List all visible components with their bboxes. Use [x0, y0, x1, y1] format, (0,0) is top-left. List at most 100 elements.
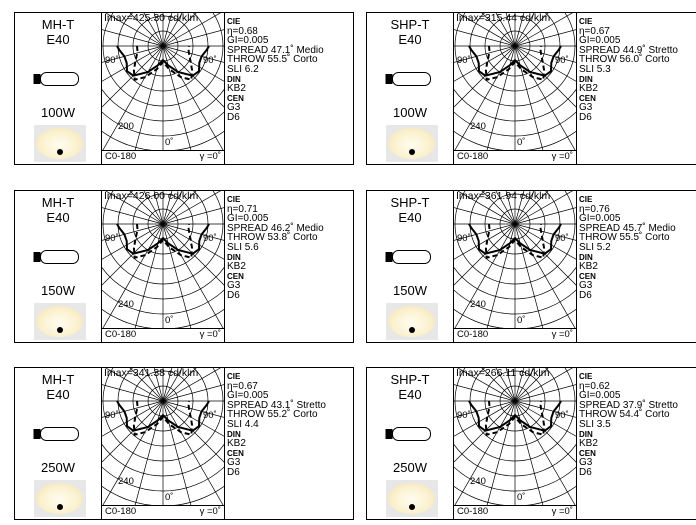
intensity-curve-c0 [468, 45, 562, 77]
photometric-info: CIE η=0.62 GI=0.005 SPREAD 37.9˚ Stretto… [579, 372, 678, 478]
lamp-card: SHP-T E40 100W Imax=315.44 cd/klm 90˚ 90… [366, 12, 696, 165]
c-plane-label: C0-180 [105, 506, 137, 517]
lamp-panel: SHP-T E40 150W [367, 191, 453, 342]
lamp-panel: SHP-T E40 100W [367, 13, 453, 164]
polar-spoke [457, 191, 516, 225]
polar-spoke [454, 45, 516, 63]
polar-spoke [514, 207, 576, 225]
polar-spoke [514, 223, 576, 241]
spread: SPREAD 44.9˚ Stretto [579, 44, 678, 56]
polar-diagram: Imax=341.38 cd/klm 90˚ 90˚ 0˚ 240 C0-180… [101, 367, 225, 519]
glare-index: GI=0.005 [579, 390, 621, 402]
polar-spoke [162, 223, 224, 260]
polar-spoke [102, 223, 164, 241]
photometric-info: CIE η=0.67 GI=0.005 SPREAD 44.9˚ Stretto… [579, 17, 678, 123]
polar-spoke [162, 191, 197, 225]
photometric-info: CIE η=0.68 GI=0.005 SPREAD 47.1˚ Medio T… [227, 17, 324, 123]
gamma-label: γ =0˚ [199, 506, 221, 517]
polar-spoke [162, 45, 224, 153]
angle-label-right: 90˚ [203, 410, 217, 421]
g-class: G3 [579, 102, 593, 114]
efficiency: η=0.67 [227, 380, 258, 392]
throw: THROW 55.5˚ Corto [227, 54, 318, 66]
polar-footer: C0-180 γ =0˚ [454, 328, 576, 342]
tubular-lamp-icon [385, 250, 431, 264]
lamp-panel: MH-T E40 100W [15, 13, 101, 164]
kb-class: KB2 [227, 83, 246, 95]
ring-scale-label: 240 [118, 299, 134, 310]
lamp-card: MH-T E40 100W Imax=425.30 cd/klm 90˚ 90˚… [14, 12, 354, 165]
lamp-card: MH-T E40 250W Imax=341.38 cd/klm 90˚ 90˚… [14, 367, 354, 520]
angle-label-bottom: 0˚ [165, 315, 174, 326]
polar-grid [102, 368, 224, 519]
din-heading: DIN [227, 429, 241, 439]
lamp-card: MH-T E40 150W Imax=426.00 cd/klm 90˚ 90˚… [14, 190, 354, 343]
polar-spoke [454, 45, 516, 153]
spread: SPREAD 47.1˚ Medio [227, 44, 324, 56]
throw: THROW 56.0˚ Corto [579, 54, 670, 66]
polar-spoke [505, 191, 516, 225]
d-class: D6 [227, 466, 240, 478]
g-class: G3 [227, 102, 241, 114]
cen-heading: CEN [227, 448, 244, 458]
kb-class: KB2 [227, 261, 246, 273]
g-class: G3 [227, 457, 241, 469]
polar-spoke [454, 45, 516, 82]
throw: THROW 55.2˚ Corto [227, 409, 318, 421]
polar-spoke [143, 191, 164, 225]
polar-spoke [454, 223, 516, 331]
polar-spoke [162, 368, 221, 402]
intensity-curve-c90 [484, 223, 546, 259]
spread: SPREAD 46.2˚ Medio [227, 222, 324, 234]
cie-heading: CIE [579, 195, 593, 204]
light-appearance [386, 125, 438, 162]
gamma-label: γ =0˚ [199, 329, 221, 340]
polar-spoke [481, 13, 516, 47]
photometric-info: CIE η=0.76 GI=0.005 SPREAD 45.7˚ Medio T… [579, 195, 676, 301]
cen-heading: CEN [227, 271, 244, 281]
polar-spoke [102, 400, 164, 463]
polar-spoke [495, 191, 516, 225]
lamp-type: SHP-T [390, 372, 430, 387]
angle-label-bottom: 0˚ [517, 137, 526, 148]
polar-spoke [162, 13, 197, 47]
lamp-wattage: 150W [393, 283, 427, 298]
polar-spoke [162, 400, 224, 463]
cie-heading: CIE [227, 195, 241, 204]
polar-spoke [162, 223, 224, 241]
polar-spoke [162, 368, 173, 402]
polar-spoke [129, 13, 164, 47]
c-plane-label: C0-180 [105, 329, 137, 340]
polar-spoke [454, 223, 516, 286]
polar-spoke [162, 368, 197, 402]
polar-spoke [162, 13, 221, 47]
polar-spoke [162, 400, 224, 508]
sli: SLI 4.4 [227, 418, 259, 430]
intensity-curve-c0 [116, 400, 210, 432]
angle-label-left: 90˚ [457, 55, 471, 66]
polar-spoke [514, 13, 573, 47]
efficiency: η=0.62 [579, 380, 610, 392]
kb-class: KB2 [579, 83, 598, 95]
polar-spoke [505, 368, 516, 402]
polar-spoke [514, 45, 576, 108]
polar-spoke [105, 191, 164, 225]
polar-spoke [514, 191, 573, 225]
polar-grid [454, 368, 576, 519]
gamma-label: γ =0˚ [551, 329, 573, 340]
polar-spoke [514, 368, 573, 402]
angle-label-bottom: 0˚ [165, 137, 174, 148]
polar-spoke [162, 191, 183, 225]
glare-index: GI=0.005 [227, 35, 269, 47]
polar-spoke [162, 223, 224, 331]
polar-diagram: Imax=426.00 cd/klm 90˚ 90˚ 0˚ 240 C0-180… [101, 190, 225, 342]
intensity-curve-c0 [468, 223, 562, 255]
polar-spoke [514, 384, 576, 402]
angle-label-left: 90˚ [457, 410, 471, 421]
polar-spoke [454, 207, 516, 225]
ring-scale-label: 240 [470, 476, 486, 487]
ring-scale-label: 240 [118, 476, 134, 487]
d-class: D6 [579, 466, 592, 478]
glare-index: GI=0.005 [227, 390, 269, 402]
tubular-lamp-icon [385, 72, 431, 86]
